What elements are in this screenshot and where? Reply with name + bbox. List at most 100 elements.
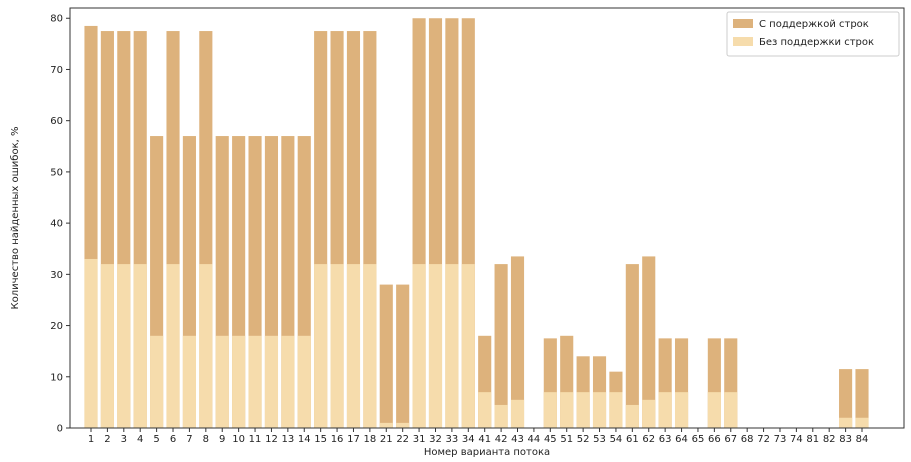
x-tick-label: 67 [724, 434, 737, 445]
bar-with-strings-21 [379, 284, 393, 428]
y-tick-label: 0 [57, 424, 63, 435]
bar-without-strings-21 [379, 422, 393, 428]
y-tick-label: 70 [50, 65, 63, 76]
bar-without-strings-54 [609, 392, 623, 428]
x-tick-label: 72 [757, 434, 770, 445]
bar-without-strings-12 [264, 335, 279, 428]
y-tick-label: 60 [50, 116, 63, 127]
bar-without-strings-5 [150, 335, 164, 428]
bar-without-strings-61 [625, 404, 639, 428]
legend-swatch-without-strings [733, 37, 753, 46]
bar-without-strings-51 [560, 392, 574, 428]
x-tick-label: 9 [219, 434, 225, 445]
x-tick-label: 62 [642, 434, 655, 445]
bar-without-strings-42 [494, 404, 508, 428]
bar-without-strings-83 [839, 417, 853, 428]
x-tick-label: 17 [347, 434, 360, 445]
bar-without-strings-34 [461, 264, 475, 428]
bar-without-strings-63 [658, 392, 672, 428]
x-tick-label: 74 [790, 434, 803, 445]
x-tick-label: 6 [170, 434, 176, 445]
x-tick-label: 10 [232, 434, 245, 445]
bar-without-strings-84 [855, 417, 869, 428]
bar-without-strings-17 [346, 264, 361, 428]
legend-box [726, 11, 900, 57]
bar-without-strings-64 [674, 392, 689, 428]
x-tick-label: 44 [528, 434, 541, 445]
y-tick-label: 40 [50, 219, 63, 230]
x-tick-label: 32 [429, 434, 442, 445]
x-tick-label: 16 [331, 434, 344, 445]
y-tick-label: 10 [50, 372, 63, 383]
x-tick-label: 21 [380, 434, 393, 445]
x-tick-label: 11 [249, 434, 262, 445]
x-tick-label: 22 [396, 434, 409, 445]
legend-swatch-with-strings [733, 19, 753, 28]
bar-without-strings-43 [510, 399, 525, 428]
x-tick-label: 81 [806, 434, 819, 445]
bar-without-strings-4 [133, 264, 147, 428]
x-tick-label: 3 [121, 434, 127, 445]
x-tick-label: 14 [298, 434, 311, 445]
x-tick-label: 82 [823, 434, 836, 445]
x-tick-label: 2 [104, 434, 110, 445]
bar-without-strings-3 [117, 264, 131, 428]
bar-without-strings-8 [199, 264, 213, 428]
bar-with-strings-43 [510, 256, 525, 428]
x-tick-label: 13 [281, 434, 294, 445]
x-tick-label: 53 [593, 434, 606, 445]
legend-label-with-strings: С поддержкой строк [759, 19, 869, 30]
x-tick-label: 12 [265, 434, 278, 445]
x-tick-label: 52 [577, 434, 590, 445]
bar-without-strings-6 [166, 264, 180, 428]
x-axis-label: Номер варианта потока [424, 447, 550, 458]
x-tick-label: 7 [186, 434, 192, 445]
x-tick-label: 41 [478, 434, 491, 445]
x-tick-label: 31 [413, 434, 426, 445]
bar-without-strings-18 [363, 264, 377, 428]
bar-with-strings-42 [494, 264, 508, 428]
bar-without-strings-52 [576, 392, 590, 428]
bar-without-strings-10 [232, 335, 246, 428]
y-axis-label: Количество найденных ошибок, % [10, 127, 21, 310]
bar-without-strings-9 [215, 335, 229, 428]
bar-without-strings-13 [281, 335, 295, 428]
x-tick-label: 4 [137, 434, 143, 445]
bar-without-strings-66 [707, 392, 721, 428]
bar-without-strings-32 [428, 264, 443, 428]
bar-with-strings-61 [625, 264, 639, 428]
bar-without-strings-53 [592, 392, 607, 428]
x-tick-label: 68 [741, 434, 754, 445]
x-tick-label: 63 [659, 434, 672, 445]
bar-without-strings-62 [642, 399, 656, 428]
y-tick-label: 20 [50, 321, 63, 332]
x-tick-label: 54 [610, 434, 623, 445]
x-tick-label: 64 [675, 434, 688, 445]
x-tick-label: 65 [692, 434, 705, 445]
x-tick-label: 45 [544, 434, 557, 445]
x-tick-label: 1 [88, 434, 94, 445]
y-tick-label: 50 [50, 167, 63, 178]
legend: С поддержкой строк Без поддержки строк [726, 11, 900, 57]
bar-without-strings-22 [396, 422, 410, 428]
x-tick-label: 42 [495, 434, 508, 445]
x-tick-label: 15 [314, 434, 327, 445]
bar-with-strings-83 [839, 369, 853, 428]
x-tick-label: 84 [856, 434, 869, 445]
y-tick-label: 30 [50, 270, 63, 281]
bar-without-strings-41 [478, 392, 492, 428]
x-tick-label: 73 [774, 434, 787, 445]
bar-with-strings-84 [855, 369, 869, 428]
bar-without-strings-67 [724, 392, 738, 428]
bar-without-strings-1 [84, 258, 98, 428]
bar-without-strings-15 [314, 264, 328, 428]
x-tick-label: 66 [708, 434, 721, 445]
bar-without-strings-2 [100, 264, 114, 428]
bar-without-strings-33 [445, 264, 459, 428]
x-tick-label: 34 [462, 434, 475, 445]
bar-with-strings-62 [642, 256, 656, 428]
x-tick-label: 61 [626, 434, 639, 445]
x-tick-label: 83 [839, 434, 852, 445]
legend-label-without-strings: Без поддержки строк [759, 37, 874, 48]
